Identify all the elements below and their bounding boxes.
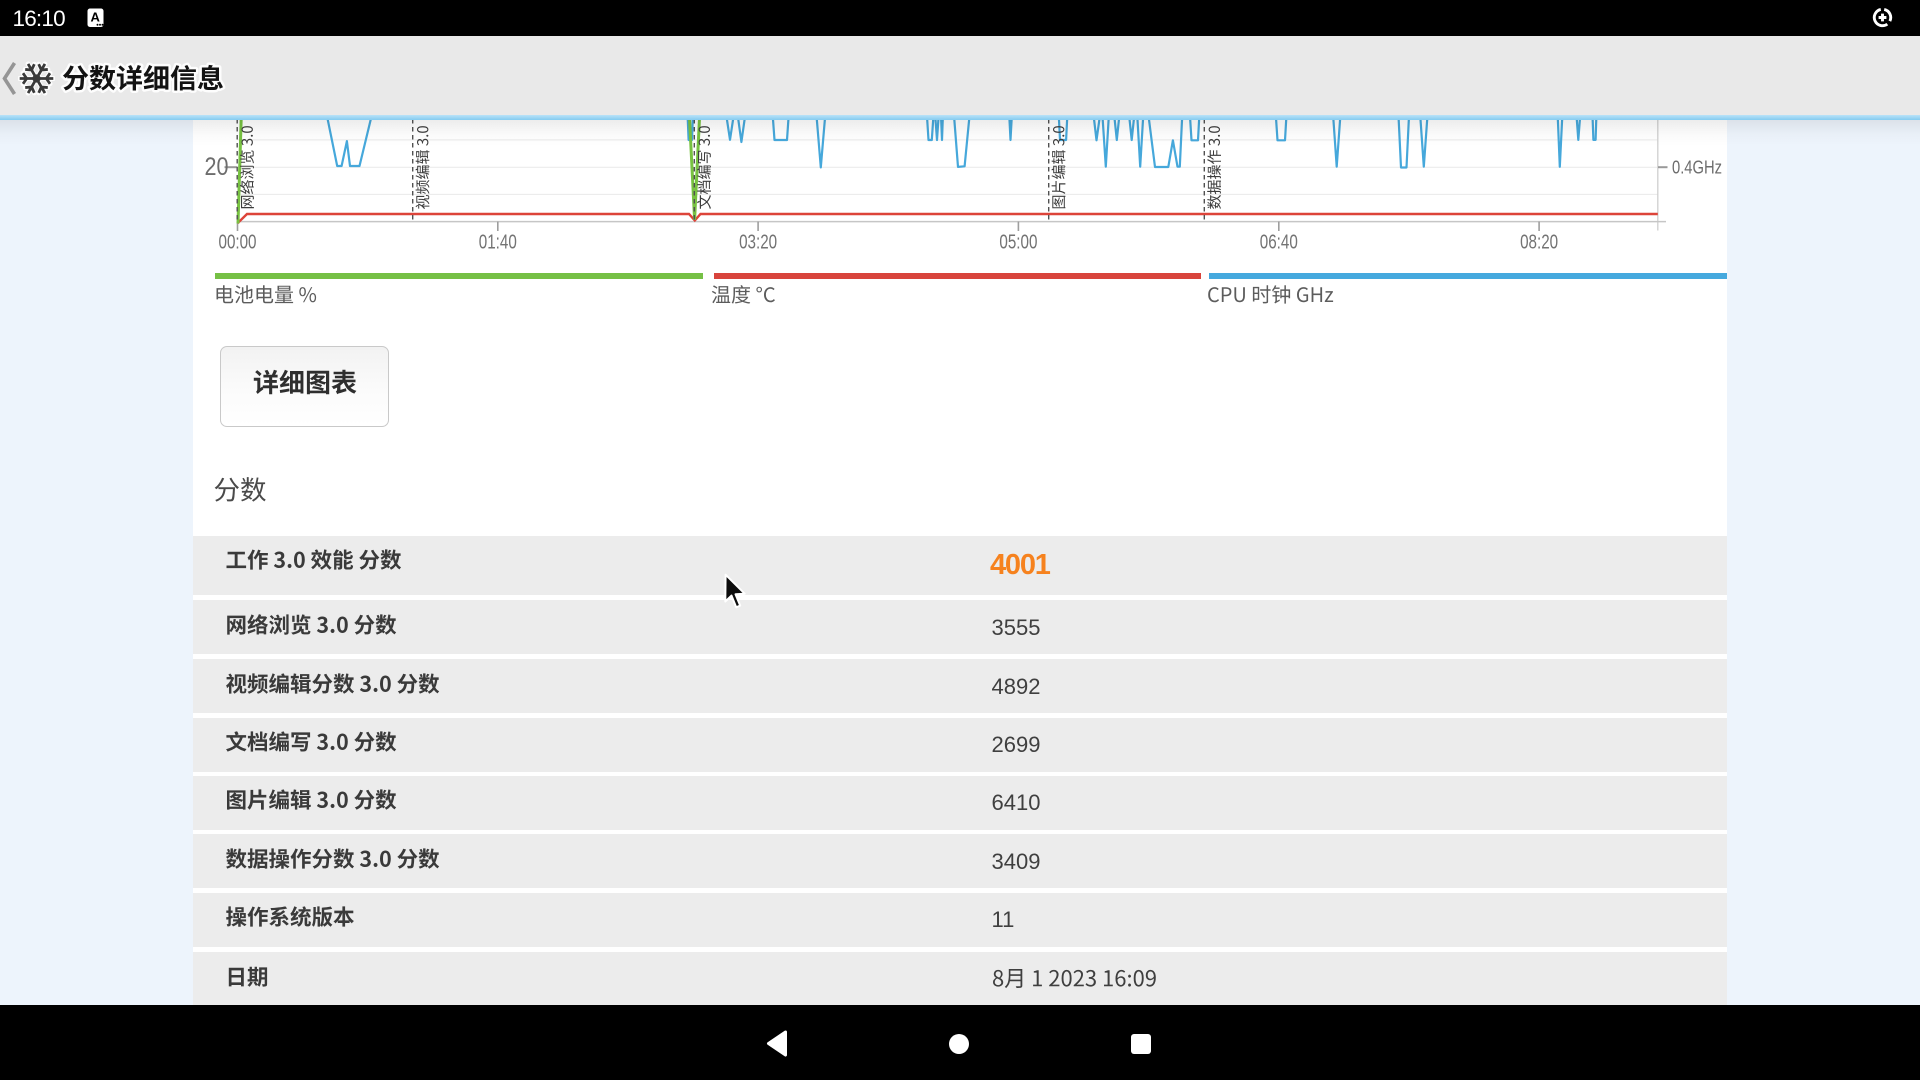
svg-text:A: A [91,10,101,25]
svg-text:20: 20 [205,153,229,181]
svg-text:06:40: 06:40 [1260,231,1298,253]
svg-text:00:00: 00:00 [219,231,257,253]
svg-text:05:00: 05:00 [999,231,1037,253]
svg-text:0.4GHz: 0.4GHz [1672,157,1722,177]
svg-text:08:20: 08:20 [1520,231,1558,253]
svg-text:03:20: 03:20 [739,231,777,253]
svg-text:01:40: 01:40 [479,231,517,253]
